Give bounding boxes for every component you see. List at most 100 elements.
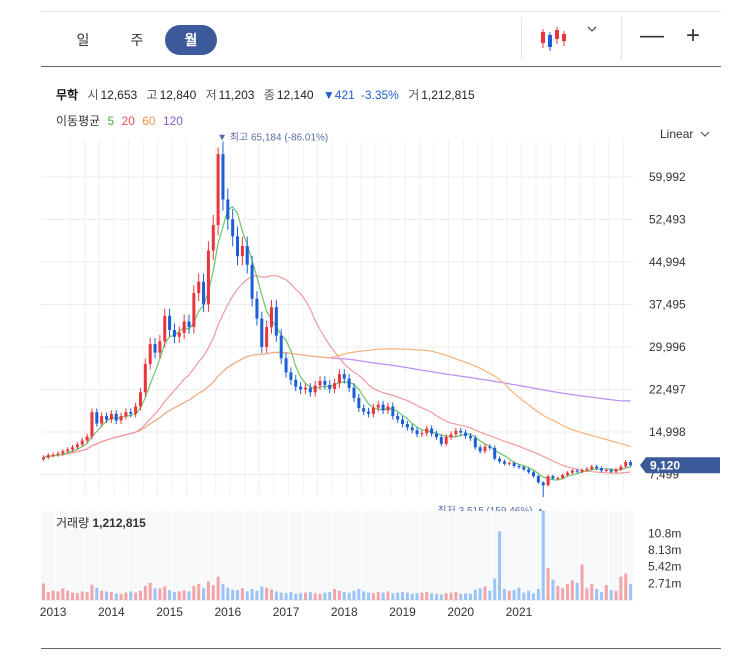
- candle: [609, 468, 613, 474]
- volume-bar: [381, 592, 385, 600]
- current-price-box: [640, 457, 720, 474]
- high-annotation: ▼ 최고 65,184 (-86.01%): [217, 131, 328, 143]
- candle: [488, 444, 492, 451]
- volume-bar: [624, 573, 628, 600]
- candle-body: [425, 428, 429, 434]
- candle: [109, 410, 113, 423]
- candle: [284, 352, 288, 378]
- volume-bar: [512, 590, 516, 600]
- candle: [250, 255, 254, 307]
- candle-body: [211, 225, 215, 251]
- candle-body: [362, 408, 366, 412]
- scale-mode-label: Linear: [660, 127, 694, 141]
- candle-body: [318, 380, 322, 386]
- scale-mode-select[interactable]: Linear: [660, 127, 710, 141]
- volume-bar: [342, 592, 346, 600]
- candle-body: [250, 264, 254, 299]
- tab-daily[interactable]: 일: [76, 32, 90, 48]
- volume-bar: [61, 588, 65, 600]
- candle: [221, 141, 225, 211]
- volume-tick-label: 2.71m: [648, 576, 681, 590]
- volume-bar: [357, 588, 361, 600]
- candle-body: [507, 463, 511, 465]
- candle: [95, 408, 99, 427]
- zoom-in-button[interactable]: +: [686, 22, 701, 49]
- candle: [459, 427, 463, 436]
- volume-bar: [260, 586, 264, 600]
- candle-body: [240, 246, 244, 257]
- volume-bar: [284, 593, 288, 600]
- candle: [444, 434, 448, 447]
- tab-weekly[interactable]: 주: [130, 32, 144, 48]
- candle-body: [565, 472, 569, 476]
- candle-body: [561, 475, 565, 478]
- candle-body: [522, 467, 526, 470]
- candle: [619, 464, 623, 472]
- candle-body: [100, 416, 104, 424]
- volume-bar: [498, 531, 502, 600]
- candle-body: [95, 412, 99, 424]
- volume-bar: [323, 592, 327, 600]
- zoom-out-button[interactable]: —: [640, 22, 664, 49]
- candle: [381, 400, 385, 415]
- price-tick-label: 29,996: [649, 340, 686, 354]
- open-value: 12,653: [100, 88, 138, 102]
- candle-body: [575, 470, 579, 472]
- volume-bar: [41, 583, 45, 600]
- candle: [114, 410, 118, 425]
- tab-monthly[interactable]: 월: [165, 25, 217, 55]
- toolbar-separator: [521, 18, 522, 60]
- volume-bar: [405, 592, 409, 600]
- x-tick-label: 2017: [273, 605, 300, 619]
- volume-bar: [158, 588, 162, 600]
- candle-body: [313, 385, 317, 393]
- candle-body: [216, 154, 220, 226]
- candle-body: [197, 281, 201, 294]
- volume-bar: [328, 592, 332, 600]
- candle: [541, 481, 545, 498]
- volume-bar: [245, 591, 249, 600]
- candle-body: [177, 332, 181, 337]
- candle: [260, 311, 264, 353]
- candlestick-icon[interactable]: [539, 26, 569, 52]
- candle: [468, 433, 472, 441]
- candle: [629, 460, 633, 468]
- candle: [158, 335, 162, 359]
- close-value: 12,140: [276, 88, 314, 102]
- price-tick-label: 37,495: [649, 297, 686, 311]
- candle: [197, 273, 201, 301]
- candle-body: [337, 374, 341, 384]
- open-label: 시: [87, 88, 99, 102]
- candle: [401, 416, 405, 428]
- candle: [66, 447, 70, 454]
- volume-bar: [609, 590, 613, 600]
- candle-body: [386, 406, 390, 411]
- volume-bar: [502, 588, 506, 600]
- volume-bar: [289, 592, 293, 600]
- candle-body: [245, 246, 249, 265]
- candle-body: [333, 383, 337, 389]
- candle: [604, 468, 608, 473]
- volume-tick-label: 5.42m: [648, 560, 681, 574]
- candle-body: [148, 344, 152, 364]
- candle-body: [536, 476, 540, 483]
- candle-body: [221, 154, 225, 200]
- candle: [105, 412, 109, 423]
- candle: [585, 467, 589, 472]
- volume-bar: [114, 593, 118, 600]
- candle-body: [599, 468, 603, 471]
- volume-bar: [401, 592, 405, 600]
- candle-body: [80, 440, 84, 445]
- volume-bar: [269, 589, 273, 600]
- candle-body: [172, 329, 176, 337]
- candle-body: [556, 477, 560, 479]
- candle: [236, 226, 240, 266]
- quote-summary: 무학 시 12,653 고 12,840 저 11,203 종 12,140 ▼421-…: [56, 86, 481, 103]
- ma-120: 120: [162, 114, 183, 128]
- bottom-divider: [41, 648, 721, 649]
- volume-bar: [546, 568, 550, 600]
- volume-bar: [425, 592, 429, 600]
- candle: [415, 427, 419, 438]
- candle: [182, 314, 186, 340]
